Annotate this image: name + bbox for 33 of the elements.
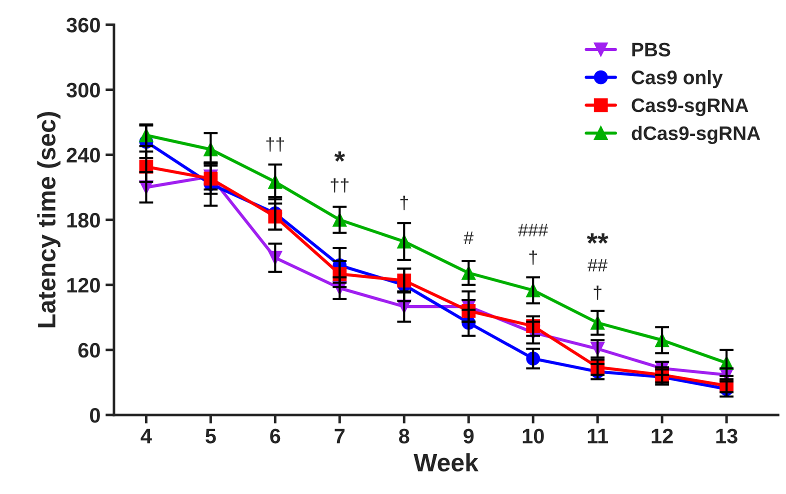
x-tick-label: 5: [206, 428, 216, 444]
x-axis-title: Week: [414, 453, 479, 472]
annotation: #: [464, 232, 474, 244]
annotation: ###: [518, 224, 548, 236]
y-tick-label: 120: [67, 278, 100, 293]
x-tick-label: 7: [334, 428, 345, 444]
annotation: ††: [330, 178, 348, 193]
x-tick-label: 11: [588, 428, 608, 444]
legend-label: Cas9 only: [632, 70, 723, 88]
y-tick-label: 60: [78, 342, 100, 358]
annotation: †: [400, 196, 408, 210]
annotation: *: [334, 151, 346, 162]
x-tick-label: 12: [652, 428, 673, 444]
y-tick-label: 180: [67, 212, 100, 228]
legend-label: dCas9-sgRNA: [632, 126, 760, 144]
annotation: ††: [266, 137, 284, 152]
x-tick-label: 8: [399, 428, 410, 444]
legend-label: PBS: [632, 42, 670, 56]
annotation: ##: [588, 258, 608, 272]
x-tick-label: 6: [270, 428, 280, 444]
y-tick-label: 360: [66, 18, 100, 32]
x-tick-label: 9: [464, 428, 474, 444]
annotation: **: [586, 233, 608, 244]
y-tick-label: 240: [66, 148, 100, 163]
y-axis-title: Latency time (sec): [37, 112, 60, 328]
annotation: †: [529, 250, 537, 265]
x-tick-label: 10: [522, 428, 544, 444]
legend-label: Cas9-sgRNA: [632, 98, 748, 116]
annotation: †: [594, 286, 602, 300]
y-tick-label: 0: [90, 408, 100, 423]
x-tick-label: 13: [716, 428, 738, 444]
x-tick-label: 4: [140, 428, 152, 444]
y-tick-label: 300: [66, 82, 100, 98]
